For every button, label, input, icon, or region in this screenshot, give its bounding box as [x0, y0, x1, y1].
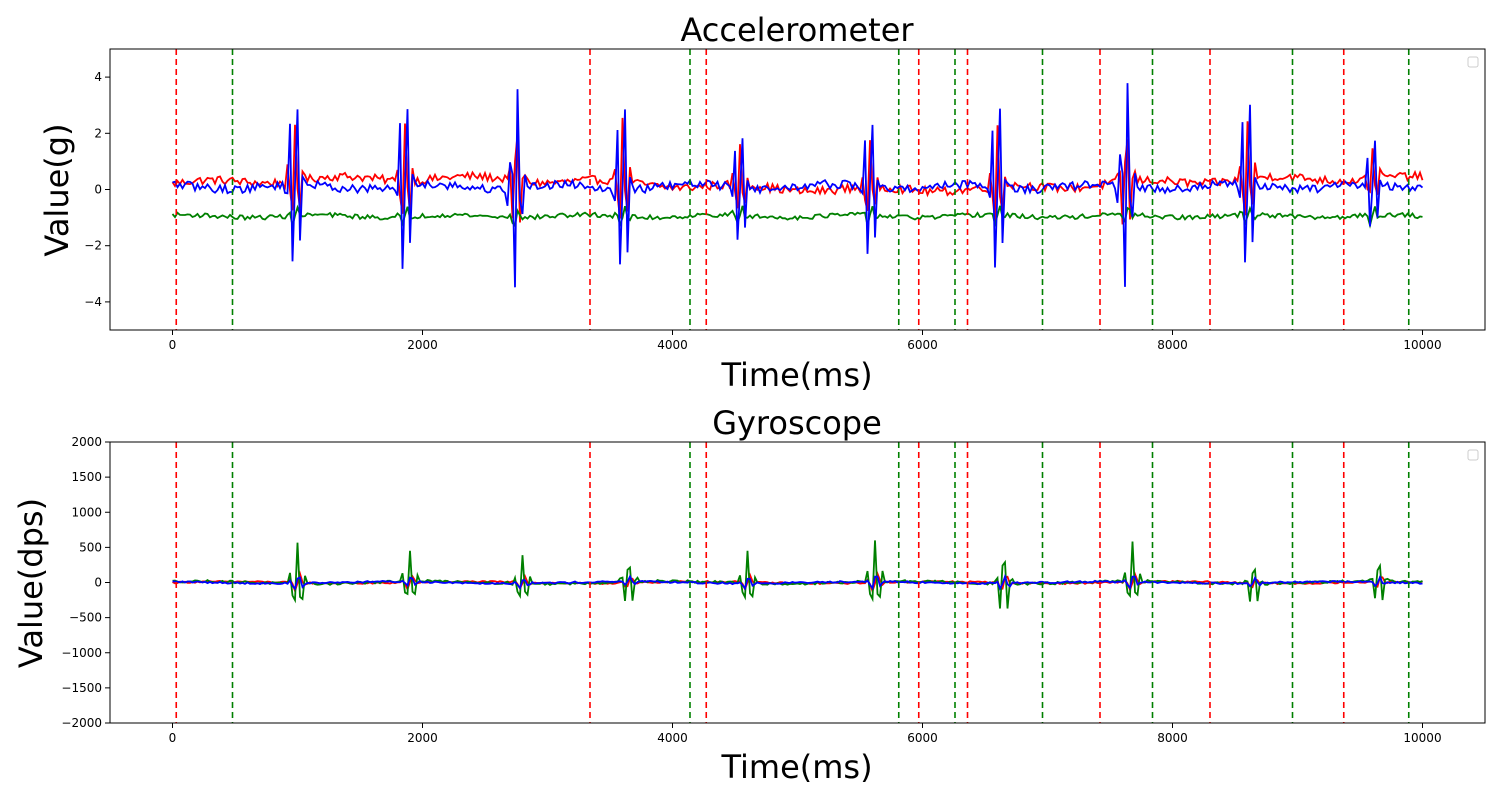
accelerometer-y-tick-label: 2 [94, 126, 102, 140]
gyroscope-y-axis-label: Value(dps) [12, 498, 50, 668]
gyroscope-title: Gyroscope [712, 404, 882, 442]
accelerometer-series-red [171, 117, 1424, 225]
gyroscope-data-layer [172, 442, 1423, 723]
accelerometer-x-tick-label: 8000 [1157, 338, 1188, 352]
accelerometer-x-tick-label: 4000 [657, 338, 688, 352]
accelerometer-x-tick-label: 0 [169, 338, 177, 352]
gyroscope-y-tick-label: −500 [69, 611, 102, 625]
accelerometer-y-tick-label: 4 [94, 70, 102, 84]
gyroscope-y-tick-label: −1000 [61, 646, 102, 660]
gyroscope-series-green [172, 540, 1423, 609]
accelerometer-plot-area: 0 2000 4000 6000 8000 10000 −4 −2 0 2 4 [84, 48, 1486, 352]
accelerometer-y-axis-label: Value(g) [38, 123, 76, 256]
gyroscope-y-tick-label: 500 [79, 540, 102, 554]
accelerometer-y-tick-label: −2 [84, 239, 102, 253]
gyroscope-y-tick-label: 0 [94, 576, 102, 590]
accelerometer-x-tick-label: 10000 [1403, 338, 1441, 352]
accelerometer-series-blue [172, 83, 1424, 288]
gyroscope-y-tick-label: 2000 [71, 435, 102, 449]
gyroscope-y-tick-label: −2000 [61, 716, 102, 730]
gyroscope-x-tick-label: 6000 [907, 731, 938, 745]
gyroscope-x-tick-label: 10000 [1403, 731, 1441, 745]
gyroscope-panel: Gyroscope Time(ms) Value(dps) 0 2000 4000 6… [12, 404, 1486, 786]
accelerometer-y-tick-label: 0 [94, 183, 102, 197]
accelerometer-x-tick-label: 6000 [907, 338, 938, 352]
accelerometer-x-tick-label: 2000 [407, 338, 438, 352]
gyroscope-x-tick-label: 4000 [657, 731, 688, 745]
gyroscope-y-tick-label: 1500 [71, 470, 102, 484]
accelerometer-panel: Accelerometer Time(ms) Value(g) 0 2000 400… [38, 11, 1486, 394]
gyroscope-x-axis-label: Time(ms) [720, 748, 872, 786]
accelerometer-x-axis-label: Time(ms) [720, 356, 872, 394]
accelerometer-y-tick-label: −4 [84, 295, 102, 309]
gyroscope-x-tick-label: 2000 [407, 731, 438, 745]
accelerometer-data-layer [171, 49, 1424, 330]
gyroscope-y-tick-label: −1500 [61, 681, 102, 695]
gyroscope-plot-area: 0 2000 4000 6000 8000 10000−2000−1500−1000−50… [61, 435, 1486, 745]
gyroscope-series-blue [172, 573, 1423, 591]
gyroscope-legend [1467, 449, 1479, 461]
gyroscope-x-tick-label: 8000 [1157, 731, 1188, 745]
accelerometer-legend [1467, 56, 1479, 68]
accelerometer-title: Accelerometer [680, 11, 914, 49]
gyroscope-x-tick-label: 0 [169, 731, 177, 745]
gyroscope-y-tick-label: 1000 [71, 505, 102, 519]
accelerometer-series-green [171, 204, 1423, 229]
